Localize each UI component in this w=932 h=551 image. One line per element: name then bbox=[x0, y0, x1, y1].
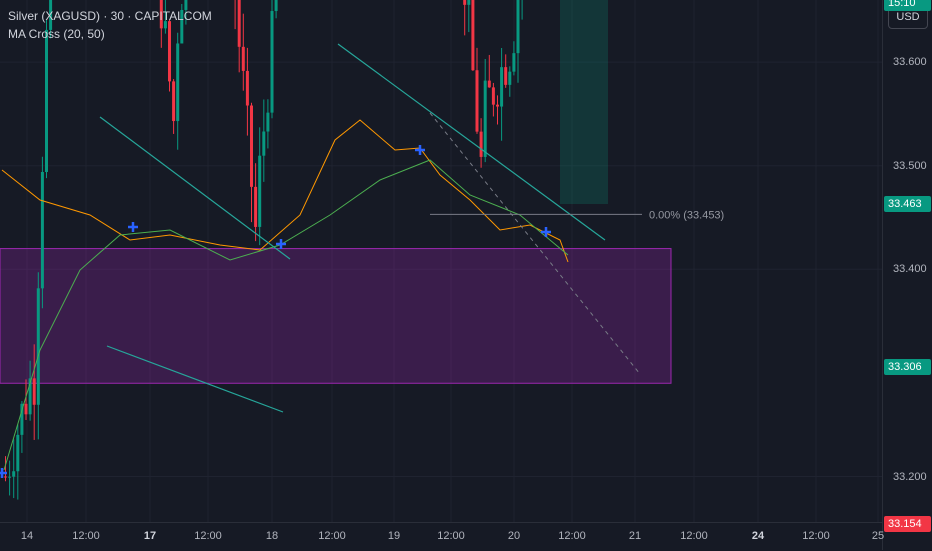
candle-body bbox=[262, 131, 266, 156]
candle-body bbox=[250, 105, 253, 187]
ma-fast-line bbox=[1, 119, 569, 263]
candle-body bbox=[504, 67, 508, 85]
trendline bbox=[99, 116, 291, 260]
candle-body bbox=[254, 186, 258, 227]
price-tag: 33.463 bbox=[884, 196, 931, 213]
candle-body bbox=[237, 0, 241, 47]
candle-body bbox=[24, 403, 28, 415]
time-tick-label: 12:00 bbox=[802, 530, 830, 542]
ma-cross-marker bbox=[541, 227, 551, 237]
countdown-timer: 15:10 bbox=[888, 0, 916, 9]
ma-cross-marker bbox=[0, 468, 7, 478]
candle-body bbox=[16, 434, 20, 472]
candle-body bbox=[45, 29, 48, 172]
price-tag-value: 33.154 bbox=[888, 518, 922, 531]
candle-body bbox=[274, 0, 278, 12]
price-tick-label: 33.200 bbox=[893, 470, 927, 483]
symbol-legend[interactable]: Silver (XAGUSD) · 30 · CAPITALCOM bbox=[8, 9, 212, 23]
time-tick-label: 25 bbox=[871, 530, 885, 542]
ma-cross-marker bbox=[128, 222, 138, 232]
indicator-legend[interactable]: MA Cross (20, 50) bbox=[8, 27, 105, 41]
ma-cross-marker bbox=[415, 145, 425, 155]
candle-body bbox=[163, 21, 167, 29]
candle-body bbox=[270, 11, 274, 113]
time-axis[interactable]: 14 12:00 17 12:00 18 12:00 19 12:00 20 12:00 21 12:… bbox=[0, 522, 885, 551]
candle-body bbox=[483, 80, 487, 157]
candle-body bbox=[245, 70, 249, 106]
time-tick-label: 19 bbox=[387, 530, 401, 542]
time-tick-label: 17 bbox=[143, 530, 157, 542]
candle-body bbox=[184, 0, 188, 10]
price-tag: 33.306 bbox=[884, 358, 931, 375]
candle-body bbox=[12, 471, 16, 477]
trendline bbox=[106, 345, 284, 413]
candle-body bbox=[8, 476, 12, 478]
price-tag: 33.154 bbox=[884, 516, 931, 533]
candle-body bbox=[176, 43, 180, 122]
price-tag-value: 33.306 bbox=[888, 360, 922, 373]
time-tick-label: 12:00 bbox=[194, 530, 222, 542]
candle-body bbox=[463, 0, 467, 5]
supply-demand-zone bbox=[0, 248, 672, 384]
currency-button[interactable]: USD bbox=[888, 5, 928, 29]
take-profit-zone bbox=[560, 0, 608, 205]
candle-body bbox=[28, 378, 32, 415]
candle-body bbox=[475, 70, 479, 132]
candle-body bbox=[471, 0, 475, 71]
time-tick-label: 12:00 bbox=[680, 530, 708, 542]
chart-plot-area[interactable]: 100.00% (34.091)61.80% (33.848)50.00% (3… bbox=[0, 0, 882, 522]
time-tick-label: 12:00 bbox=[437, 530, 465, 542]
price-tick-label: 33.400 bbox=[893, 263, 927, 276]
candle-body bbox=[500, 67, 504, 107]
candle-body bbox=[20, 403, 24, 435]
candle-body bbox=[266, 112, 270, 132]
time-tick-label: 12:00 bbox=[558, 530, 586, 542]
time-tick-label: 12:00 bbox=[318, 530, 346, 542]
ma-cross-marker bbox=[276, 239, 286, 249]
trendline bbox=[337, 43, 606, 241]
candle-body bbox=[516, 0, 520, 54]
candle-body bbox=[512, 53, 516, 72]
candle-body bbox=[467, 0, 471, 5]
candle-body bbox=[491, 87, 495, 105]
price-tick-label: 33.600 bbox=[893, 56, 927, 69]
candle-body bbox=[496, 104, 499, 107]
candle-body bbox=[168, 21, 171, 82]
candle-body bbox=[241, 46, 245, 71]
candle-body bbox=[36, 288, 40, 405]
price-axis[interactable]: USD 34.20034.10034.00033.90033.80033.700… bbox=[882, 0, 932, 550]
candle-body bbox=[49, 0, 53, 30]
time-tick-label: 12:00 bbox=[72, 530, 100, 542]
price-chart[interactable]: 100.00% (34.091)61.80% (33.848)50.00% (3… bbox=[0, 0, 882, 522]
candle-body bbox=[172, 81, 176, 122]
time-tick-label: 18 bbox=[265, 530, 279, 542]
time-tick-label: 14 bbox=[20, 530, 34, 542]
candle-body bbox=[32, 378, 36, 405]
price-tag: 33.66915:10 bbox=[884, 0, 931, 11]
candle-body bbox=[258, 155, 262, 227]
candle-body bbox=[40, 171, 44, 289]
candle-body bbox=[508, 71, 512, 85]
candle-body bbox=[487, 80, 491, 88]
fib-level-label: 0.00% (33.453) bbox=[649, 209, 724, 221]
time-tick-label: 20 bbox=[507, 530, 521, 542]
candle-body bbox=[159, 0, 163, 29]
price-tag-value: 33.463 bbox=[888, 198, 922, 211]
candle-body bbox=[479, 131, 483, 157]
price-tick-label: 33.500 bbox=[893, 159, 927, 172]
candle-body bbox=[180, 9, 184, 44]
candle-body bbox=[4, 476, 7, 478]
time-tick-label: 21 bbox=[628, 530, 642, 542]
time-tick-label: 24 bbox=[751, 530, 765, 542]
